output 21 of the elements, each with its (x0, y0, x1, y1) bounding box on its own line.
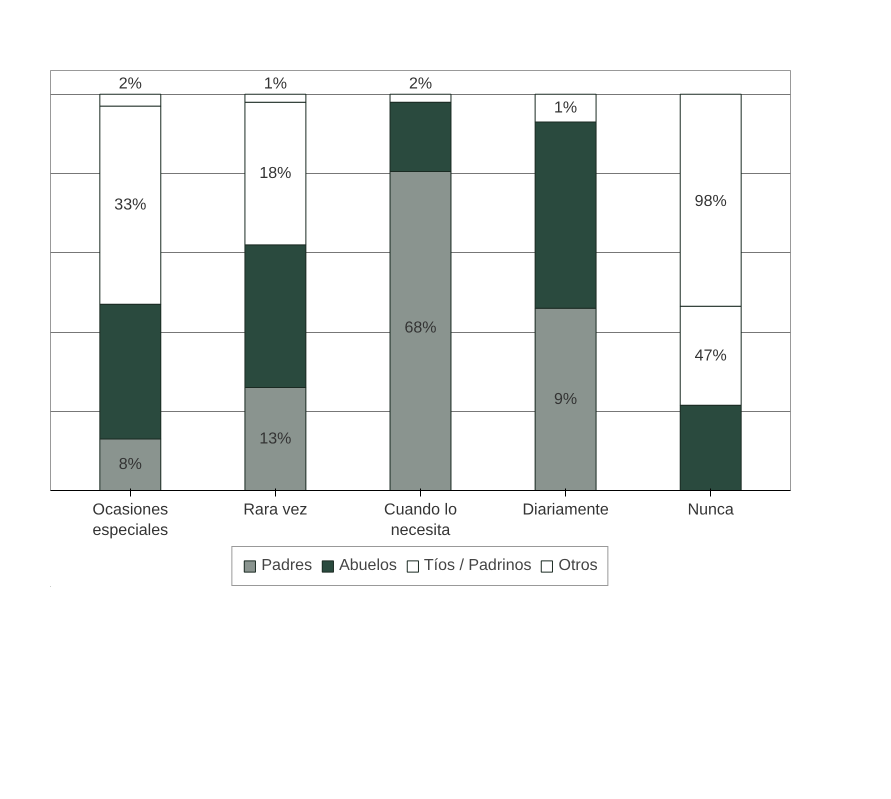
annotation: 9% (554, 390, 578, 408)
annotation: 2% (118, 75, 142, 92)
annotation: 1% (264, 75, 287, 92)
annotation: 68% (404, 320, 437, 337)
x-tick-label: Rara vez (243, 502, 308, 518)
annotation: 18% (259, 165, 292, 182)
annotation: 13% (259, 430, 292, 448)
legend-label: Padres (261, 557, 312, 575)
legend-label: Otros (558, 557, 598, 575)
legend-label: Tíos / Padrinos (424, 557, 532, 575)
annotation: 47% (694, 347, 727, 364)
legend-label: Abuelos (339, 557, 397, 575)
x-tick-label: Ocasiones especiales (92, 502, 168, 539)
x-tick-label: Cuando lo necesita (384, 502, 458, 539)
annotation: 1% (554, 100, 578, 117)
x-tick-label: Nunca (688, 502, 734, 518)
annotation: 2% (408, 75, 432, 92)
annotation: 98% (694, 192, 727, 210)
annotation: 8% (118, 456, 142, 474)
x-tick-label: Diariamente (522, 502, 609, 518)
annotation: 33% (114, 196, 146, 214)
